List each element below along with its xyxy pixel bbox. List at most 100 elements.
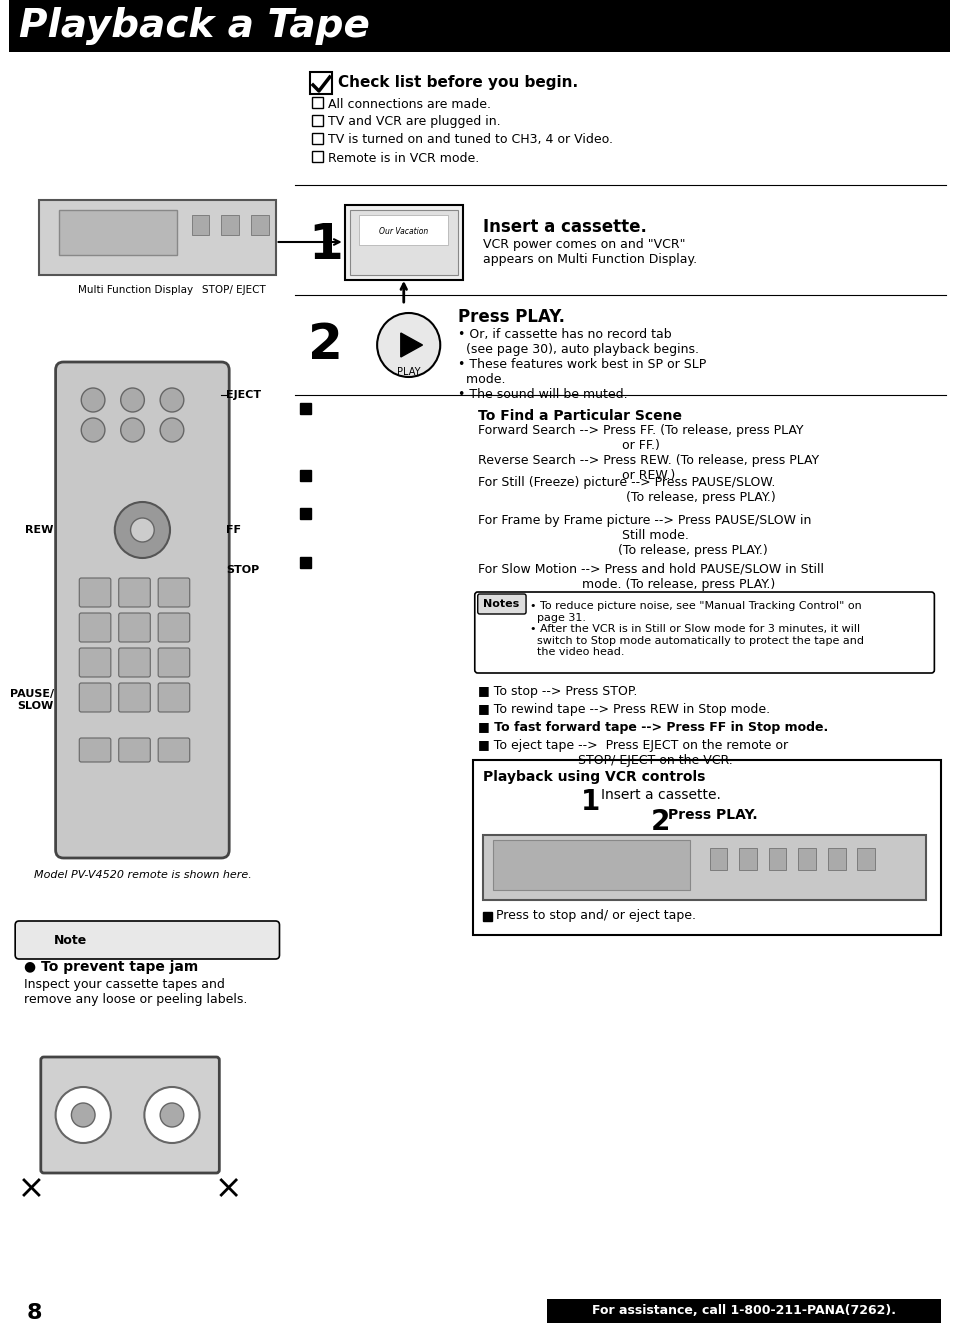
Text: PAUSE/
SLOW: PAUSE/ SLOW: [10, 689, 53, 711]
Text: Model PV-V4520 remote is shown here.: Model PV-V4520 remote is shown here.: [33, 871, 251, 880]
Bar: [312, 133, 322, 145]
FancyBboxPatch shape: [482, 835, 925, 900]
Bar: [798, 848, 815, 871]
FancyBboxPatch shape: [55, 362, 229, 859]
Bar: [300, 470, 311, 480]
Text: TV is turned on and tuned to CH3, 4 or Video.: TV is turned on and tuned to CH3, 4 or V…: [328, 134, 612, 146]
Bar: [312, 97, 322, 107]
Circle shape: [81, 418, 105, 442]
FancyBboxPatch shape: [79, 738, 111, 762]
Polygon shape: [400, 333, 422, 357]
Circle shape: [71, 1103, 95, 1127]
Text: For assistance, call 1-800-211-PANA(7262).: For assistance, call 1-800-211-PANA(7262…: [592, 1304, 895, 1318]
Text: Playback using VCR controls: Playback using VCR controls: [482, 770, 704, 784]
Text: Playback a Tape: Playback a Tape: [19, 7, 370, 45]
Text: For Frame by Frame picture --> Press PAUSE/SLOW in
                             : For Frame by Frame picture --> Press PAU…: [477, 514, 810, 557]
FancyBboxPatch shape: [158, 613, 190, 642]
Text: Press to stop and/ or eject tape.: Press to stop and/ or eject tape.: [496, 909, 696, 922]
Text: 1: 1: [308, 222, 343, 269]
Text: To Find a Particular Scene: To Find a Particular Scene: [477, 409, 681, 423]
Bar: [709, 848, 726, 871]
Text: For Still (Freeze) picture --> Press PAUSE/SLOW.
                               : For Still (Freeze) picture --> Press PAU…: [477, 476, 775, 504]
Bar: [359, 215, 448, 245]
FancyBboxPatch shape: [118, 683, 151, 713]
FancyBboxPatch shape: [118, 648, 151, 677]
Text: 2: 2: [650, 808, 669, 836]
FancyBboxPatch shape: [41, 1058, 219, 1173]
Text: VCR power comes on and "VCR"
appears on Multi Function Display.: VCR power comes on and "VCR" appears on …: [482, 238, 696, 265]
Bar: [827, 848, 844, 871]
FancyBboxPatch shape: [546, 1299, 941, 1323]
FancyBboxPatch shape: [158, 648, 190, 677]
FancyBboxPatch shape: [118, 613, 151, 642]
FancyBboxPatch shape: [158, 738, 190, 762]
Text: TV and VCR are plugged in.: TV and VCR are plugged in.: [328, 115, 500, 129]
Bar: [300, 403, 311, 414]
FancyBboxPatch shape: [79, 613, 111, 642]
FancyBboxPatch shape: [10, 0, 949, 52]
Circle shape: [131, 518, 154, 541]
Text: Press PLAY.: Press PLAY.: [457, 308, 564, 326]
Circle shape: [81, 387, 105, 411]
Circle shape: [121, 418, 144, 442]
Bar: [768, 848, 785, 871]
FancyBboxPatch shape: [158, 579, 190, 606]
Bar: [312, 151, 322, 162]
Text: STOP: STOP: [226, 565, 259, 575]
Text: • These features work best in SP or SLP
  mode.: • These features work best in SP or SLP …: [457, 358, 705, 386]
FancyBboxPatch shape: [477, 594, 525, 614]
Bar: [251, 215, 269, 235]
FancyBboxPatch shape: [475, 592, 933, 673]
Bar: [192, 215, 210, 235]
Bar: [482, 912, 491, 921]
Text: All connections are made.: All connections are made.: [328, 97, 490, 110]
Text: Notes: Notes: [483, 598, 519, 609]
FancyBboxPatch shape: [344, 204, 462, 280]
Bar: [312, 115, 322, 126]
Text: ● To prevent tape jam: ● To prevent tape jam: [24, 959, 198, 974]
Text: ■ To rewind tape --> Press REW in Stop mode.: ■ To rewind tape --> Press REW in Stop m…: [477, 703, 769, 717]
Bar: [58, 210, 176, 255]
Text: 2: 2: [308, 321, 343, 369]
Text: Inspect your cassette tapes and
remove any loose or peeling labels.: Inspect your cassette tapes and remove a…: [24, 978, 247, 1006]
Text: Insert a cassette.: Insert a cassette.: [482, 218, 646, 236]
Bar: [492, 840, 689, 890]
Circle shape: [376, 313, 439, 377]
FancyBboxPatch shape: [10, 1295, 949, 1327]
FancyBboxPatch shape: [79, 683, 111, 713]
Text: Note: Note: [53, 933, 87, 946]
Bar: [739, 848, 756, 871]
Circle shape: [160, 387, 184, 411]
Text: Forward Search --> Press FF. (To release, press PLAY
                           : Forward Search --> Press FF. (To release…: [477, 425, 818, 482]
Text: ■ To fast forward tape --> Press FF in Stop mode.: ■ To fast forward tape --> Press FF in S…: [477, 721, 827, 734]
Circle shape: [121, 387, 144, 411]
FancyBboxPatch shape: [39, 200, 275, 275]
Bar: [300, 557, 311, 568]
Text: ■ To stop --> Press STOP.: ■ To stop --> Press STOP.: [477, 685, 637, 698]
Text: Insert a cassette.: Insert a cassette.: [600, 788, 720, 802]
FancyBboxPatch shape: [79, 648, 111, 677]
Text: REW: REW: [25, 525, 53, 535]
Text: • To reduce picture noise, see "Manual Tracking Control" on
  page 31.
• After t: • To reduce picture noise, see "Manual T…: [530, 601, 863, 657]
Text: PLAY: PLAY: [396, 368, 420, 377]
Text: For Slow Motion --> Press and hold PAUSE/SLOW in Still
                         : For Slow Motion --> Press and hold PAUSE…: [477, 563, 822, 591]
Text: EJECT: EJECT: [226, 390, 261, 399]
FancyBboxPatch shape: [118, 738, 151, 762]
Bar: [349, 210, 457, 275]
FancyBboxPatch shape: [158, 683, 190, 713]
Text: Our Vacation: Our Vacation: [378, 227, 428, 235]
FancyBboxPatch shape: [118, 579, 151, 606]
Text: • The sound will be muted.: • The sound will be muted.: [457, 387, 627, 401]
Text: Remote is in VCR mode.: Remote is in VCR mode.: [328, 151, 478, 165]
Bar: [310, 72, 332, 94]
Circle shape: [160, 1103, 184, 1127]
Circle shape: [55, 1087, 111, 1143]
Text: ■ To eject tape -->  Press EJECT on the remote or
                         STOP/: ■ To eject tape --> Press EJECT on the r…: [477, 739, 787, 767]
Circle shape: [114, 502, 170, 557]
Text: FF: FF: [226, 525, 241, 535]
FancyBboxPatch shape: [15, 921, 279, 959]
Text: Press PLAY.: Press PLAY.: [667, 808, 757, 821]
Bar: [857, 848, 874, 871]
Circle shape: [144, 1087, 199, 1143]
Bar: [300, 508, 311, 519]
